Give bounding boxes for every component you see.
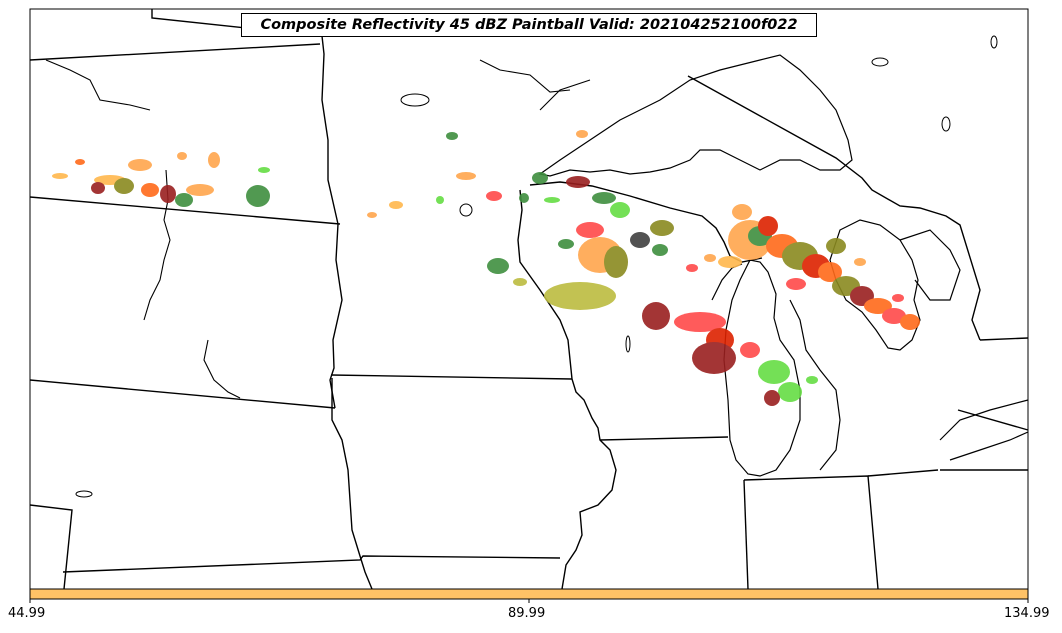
colorbar-ticks (29, 599, 1029, 603)
paintball-reflectivity (52, 130, 920, 406)
colorbar-tick-label-max: 134.99 (1004, 606, 1050, 621)
rivers (45, 59, 591, 399)
colorbar-tick-label-mid: 89.99 (508, 606, 546, 621)
small-lakes (75, 35, 998, 498)
colorbar-tick-label-min: 44.99 (8, 606, 46, 621)
colorbar (29, 588, 1029, 600)
map-title: Composite Reflectivity 45 dBZ Paintball … (241, 13, 817, 37)
